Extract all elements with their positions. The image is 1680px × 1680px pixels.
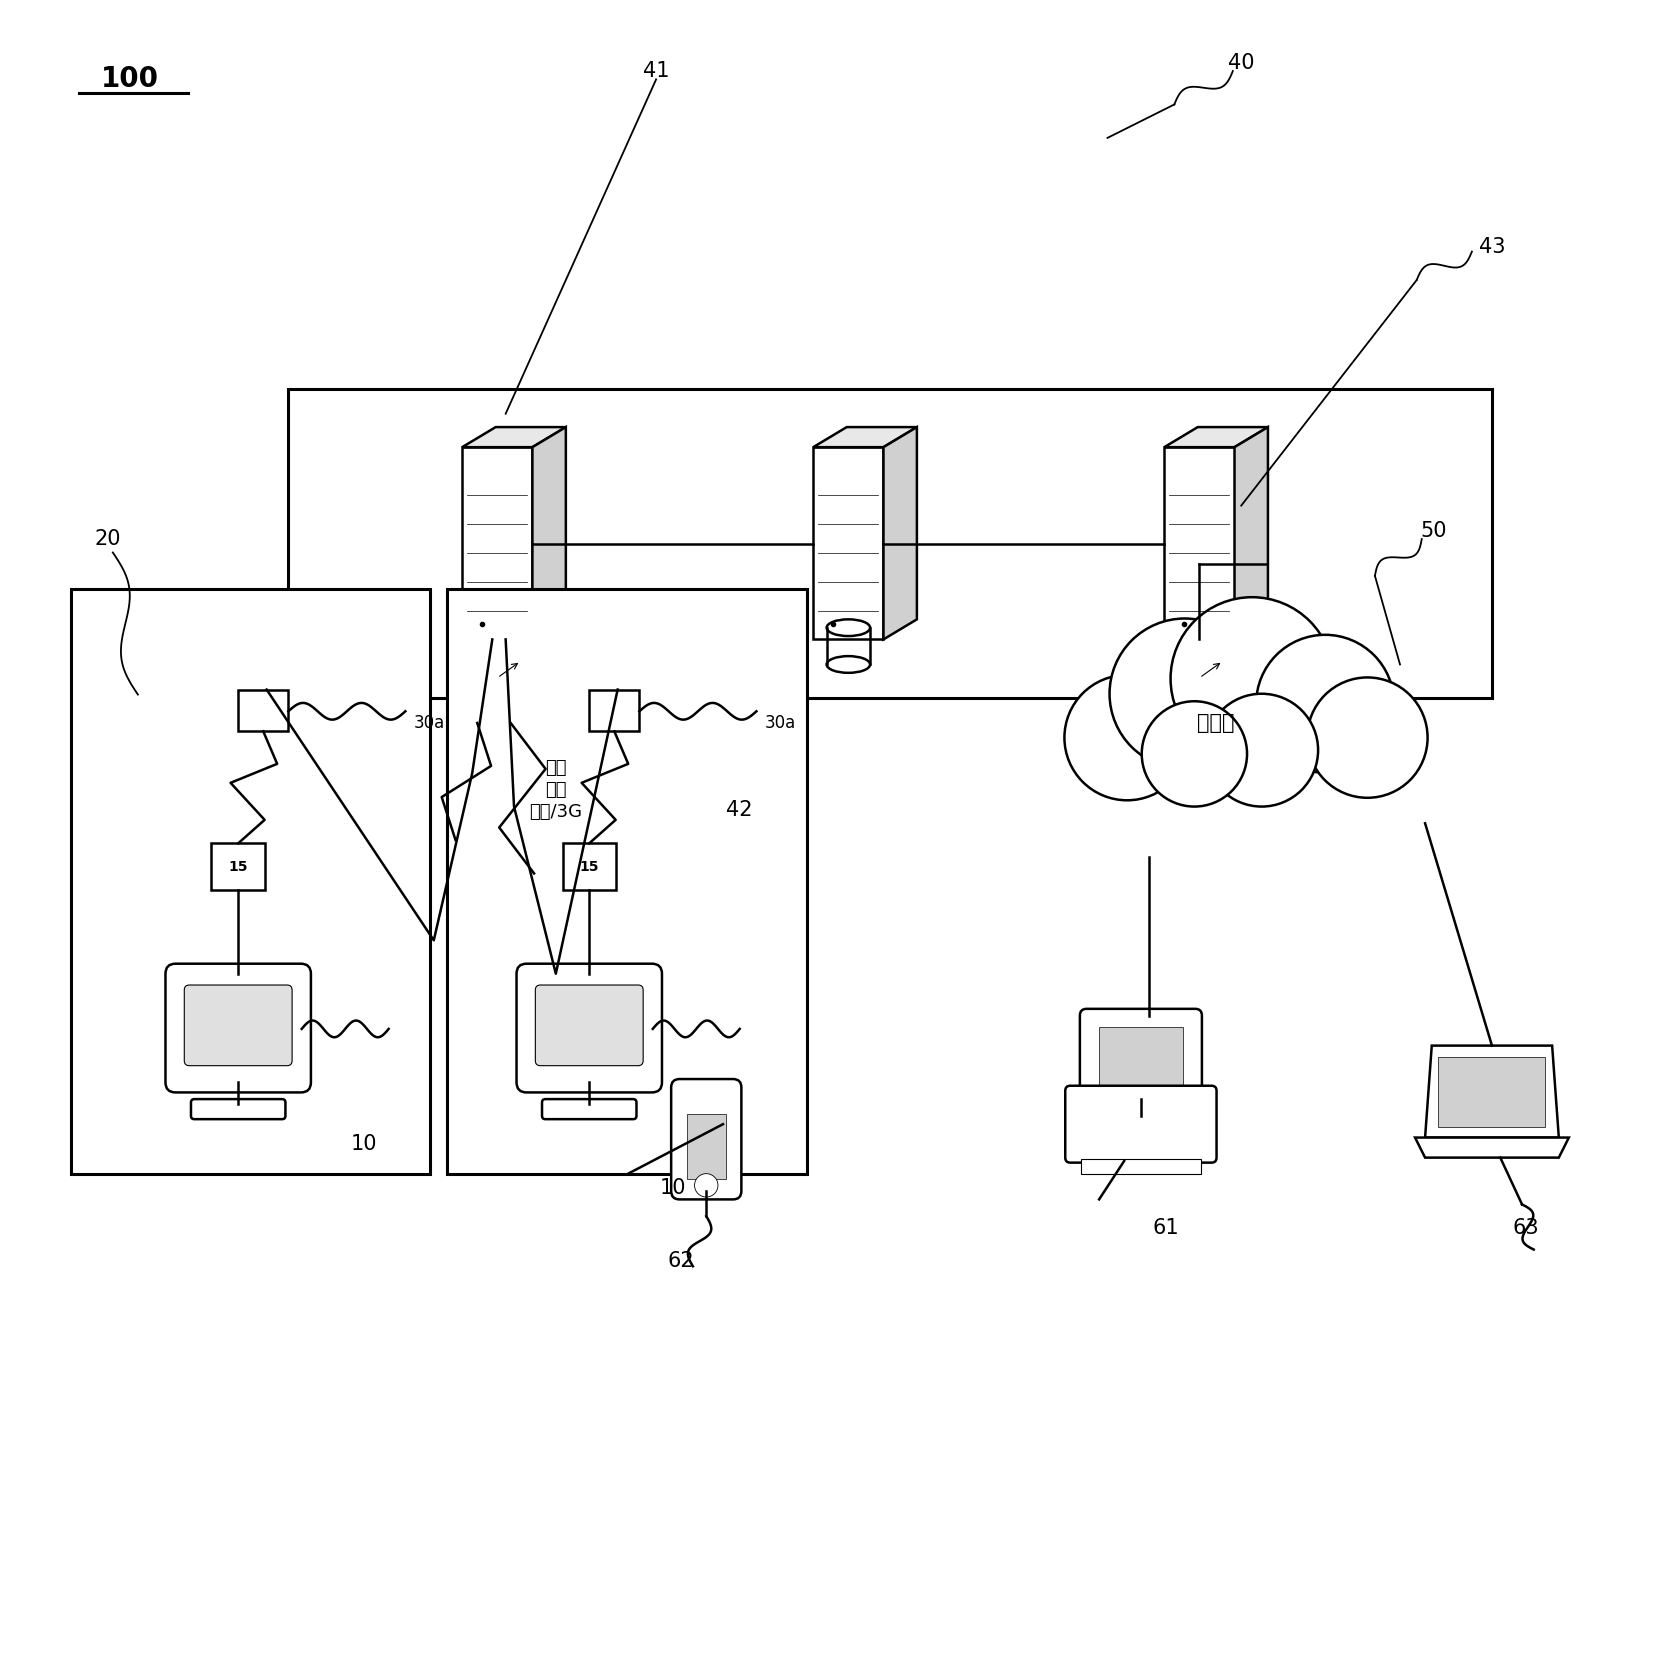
Polygon shape: [1164, 427, 1268, 447]
Polygon shape: [1425, 1045, 1559, 1137]
FancyBboxPatch shape: [239, 689, 289, 731]
Polygon shape: [1164, 447, 1235, 640]
FancyBboxPatch shape: [192, 1099, 286, 1119]
Circle shape: [1171, 596, 1334, 759]
FancyBboxPatch shape: [166, 964, 311, 1092]
Text: 10: 10: [351, 1134, 376, 1154]
Text: 15: 15: [228, 860, 249, 874]
Text: 62: 62: [669, 1252, 694, 1272]
Text: 50: 50: [1420, 521, 1446, 541]
Circle shape: [1257, 635, 1394, 773]
FancyBboxPatch shape: [672, 1079, 741, 1200]
Polygon shape: [813, 427, 917, 447]
Text: 40: 40: [1228, 52, 1255, 72]
FancyBboxPatch shape: [1082, 1159, 1201, 1174]
Text: 61: 61: [1152, 1218, 1179, 1238]
Text: 互联网: 互联网: [1198, 712, 1235, 732]
FancyBboxPatch shape: [1080, 1008, 1201, 1105]
Circle shape: [1109, 618, 1260, 769]
Polygon shape: [462, 427, 566, 447]
Text: 41: 41: [643, 60, 669, 81]
FancyBboxPatch shape: [212, 843, 265, 890]
FancyBboxPatch shape: [590, 689, 640, 731]
Polygon shape: [884, 427, 917, 640]
Text: 63: 63: [1512, 1218, 1539, 1238]
Circle shape: [694, 1174, 717, 1198]
Circle shape: [1205, 694, 1319, 806]
Polygon shape: [1235, 427, 1268, 640]
Text: 100: 100: [101, 66, 158, 94]
FancyBboxPatch shape: [289, 388, 1492, 697]
FancyBboxPatch shape: [1065, 1085, 1216, 1163]
FancyBboxPatch shape: [1099, 1026, 1183, 1087]
Ellipse shape: [827, 657, 870, 672]
Text: 42: 42: [726, 800, 753, 820]
Polygon shape: [462, 447, 533, 640]
Text: 蜂巢
数据
连接/3G: 蜂巢 数据 连接/3G: [529, 759, 583, 822]
Polygon shape: [813, 447, 884, 640]
Text: 30a: 30a: [764, 714, 796, 732]
FancyBboxPatch shape: [71, 590, 430, 1174]
Text: 20: 20: [94, 529, 121, 549]
Polygon shape: [1415, 1137, 1569, 1158]
Polygon shape: [1438, 1057, 1546, 1127]
Text: 30a: 30a: [413, 714, 445, 732]
FancyBboxPatch shape: [516, 964, 662, 1092]
Text: 10: 10: [660, 1178, 685, 1198]
Circle shape: [1307, 677, 1428, 798]
FancyBboxPatch shape: [536, 984, 643, 1065]
FancyBboxPatch shape: [185, 984, 292, 1065]
FancyBboxPatch shape: [543, 1099, 637, 1119]
Text: 43: 43: [1478, 237, 1505, 257]
Circle shape: [486, 647, 533, 692]
Circle shape: [1188, 647, 1235, 692]
Circle shape: [1142, 701, 1247, 806]
FancyBboxPatch shape: [563, 843, 617, 890]
Text: 15: 15: [580, 860, 600, 874]
Ellipse shape: [827, 620, 870, 637]
Circle shape: [1065, 675, 1189, 800]
FancyBboxPatch shape: [447, 590, 806, 1174]
Polygon shape: [533, 427, 566, 640]
FancyBboxPatch shape: [687, 1114, 726, 1179]
